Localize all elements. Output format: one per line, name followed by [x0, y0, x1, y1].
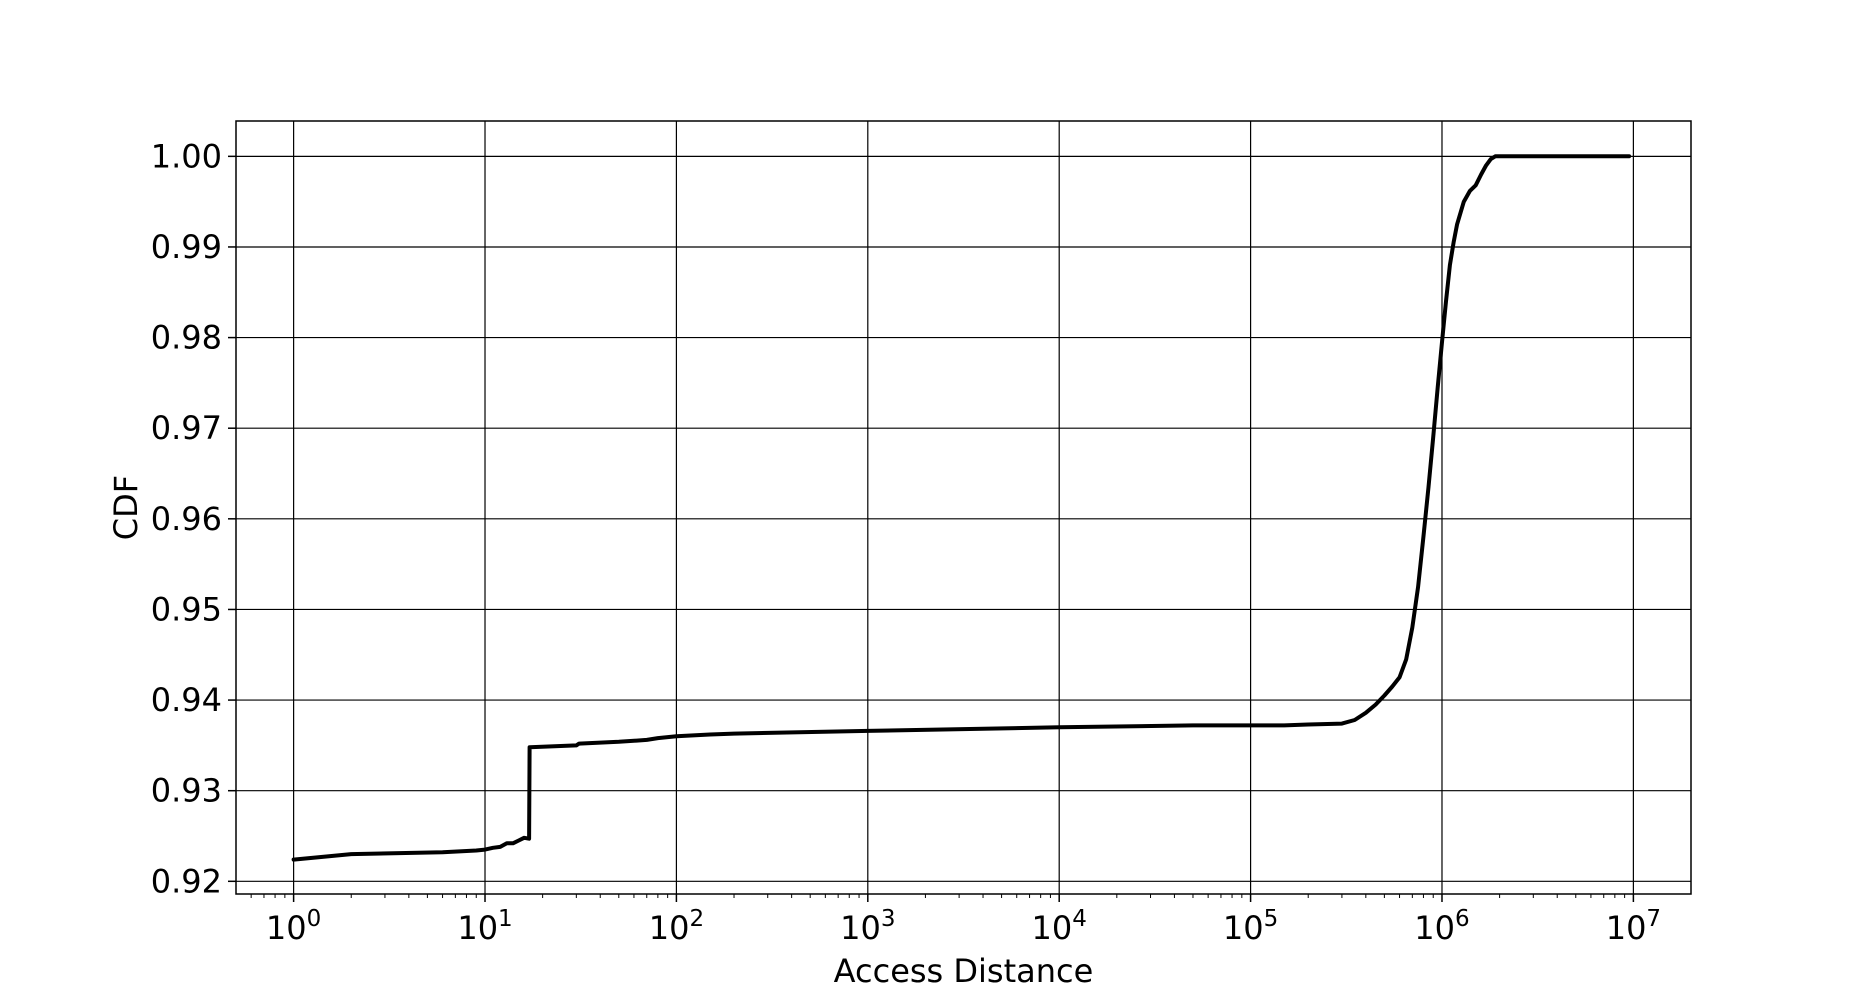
x-tick-label: 101	[457, 906, 512, 947]
x-axis-label: Access Distance	[834, 952, 1094, 990]
grid	[236, 121, 1691, 894]
y-tick-label: 0.96	[151, 500, 222, 538]
plot-frame	[235, 120, 1692, 895]
y-tick-label: 0.95	[151, 590, 222, 628]
cdf-line	[291, 154, 1632, 862]
y-tick-label: 0.94	[151, 681, 222, 719]
x-tick-label: 107	[1606, 906, 1661, 947]
y-tick-label: 0.99	[151, 228, 222, 266]
x-tick-label: 100	[266, 906, 321, 947]
x-tick-label: 104	[1032, 906, 1087, 947]
y-tick-label: 0.98	[151, 319, 222, 357]
x-tick-label: 103	[840, 906, 895, 947]
x-tick-label: 102	[649, 906, 704, 947]
ticks	[228, 155, 1635, 902]
y-tick-label: 0.97	[151, 409, 222, 447]
y-tick-labels: 0.92 0.93 0.94 0.95 0.96 0.97 0.98 0.99 1.00	[151, 137, 222, 900]
y-tick-label: 0.92	[151, 862, 222, 900]
series-layer	[291, 154, 1632, 862]
x-tick-labels: 100 101 102 103 104 105 106 107	[266, 906, 1661, 947]
y-axis-label: CDF	[107, 475, 145, 540]
y-tick-label: 1.00	[151, 137, 222, 175]
x-tick-label: 106	[1414, 906, 1469, 947]
x-tick-label: 105	[1223, 906, 1278, 947]
y-tick-label: 0.93	[151, 772, 222, 810]
